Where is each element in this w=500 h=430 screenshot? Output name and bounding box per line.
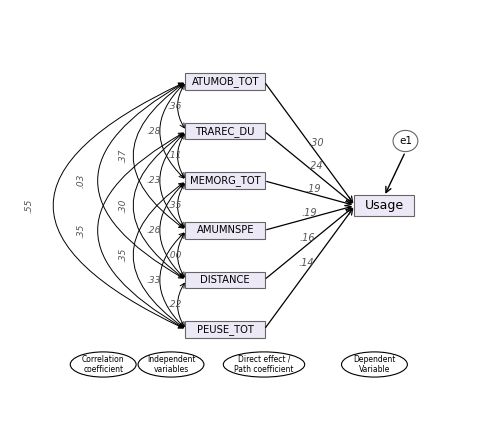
Text: .26: .26: [146, 226, 161, 235]
Text: .35: .35: [76, 223, 86, 238]
Text: Usage: Usage: [364, 199, 404, 212]
Text: .19: .19: [306, 184, 321, 194]
Text: .55: .55: [24, 198, 34, 213]
Text: e1: e1: [399, 136, 412, 146]
Text: .35: .35: [118, 248, 127, 262]
Text: .19: .19: [302, 208, 318, 218]
Text: Direct effect /
Path coefficient: Direct effect / Path coefficient: [234, 355, 294, 374]
FancyBboxPatch shape: [186, 73, 265, 90]
FancyBboxPatch shape: [186, 322, 265, 338]
Text: .30: .30: [118, 198, 127, 213]
Text: .28: .28: [146, 126, 161, 135]
FancyBboxPatch shape: [186, 172, 265, 189]
Text: .35: .35: [167, 201, 182, 210]
Text: .30: .30: [308, 138, 324, 148]
Text: ATUMOB_TOT: ATUMOB_TOT: [192, 76, 259, 87]
Text: PEUSE_TOT: PEUSE_TOT: [197, 324, 254, 335]
Text: DISTANCE: DISTANCE: [200, 275, 250, 285]
FancyBboxPatch shape: [354, 196, 414, 216]
FancyBboxPatch shape: [186, 222, 265, 239]
Circle shape: [393, 130, 418, 152]
Text: Correlation
coefficient: Correlation coefficient: [82, 355, 124, 374]
FancyBboxPatch shape: [186, 272, 265, 289]
Text: .37: .37: [118, 149, 127, 163]
Text: .11: .11: [167, 151, 182, 160]
Text: .22: .22: [167, 301, 182, 310]
Text: Dependent
Variable: Dependent Variable: [353, 355, 396, 374]
Text: .16: .16: [300, 233, 315, 243]
FancyBboxPatch shape: [186, 123, 265, 139]
Text: .33: .33: [146, 276, 161, 285]
Ellipse shape: [70, 352, 136, 377]
Text: .00: .00: [167, 251, 182, 260]
Ellipse shape: [224, 352, 304, 377]
Text: TRAREC_DU: TRAREC_DU: [196, 126, 255, 136]
Text: .24: .24: [308, 161, 323, 171]
Text: .36: .36: [167, 102, 182, 111]
Text: MEMORG_TOT: MEMORG_TOT: [190, 175, 260, 186]
Text: .23: .23: [146, 176, 161, 185]
Text: .03: .03: [76, 174, 86, 188]
Text: .14: .14: [298, 258, 314, 267]
Ellipse shape: [138, 352, 204, 377]
Text: AMUMNSPE: AMUMNSPE: [196, 225, 254, 235]
Ellipse shape: [342, 352, 407, 377]
Text: Independent
variables: Independent variables: [147, 355, 195, 374]
